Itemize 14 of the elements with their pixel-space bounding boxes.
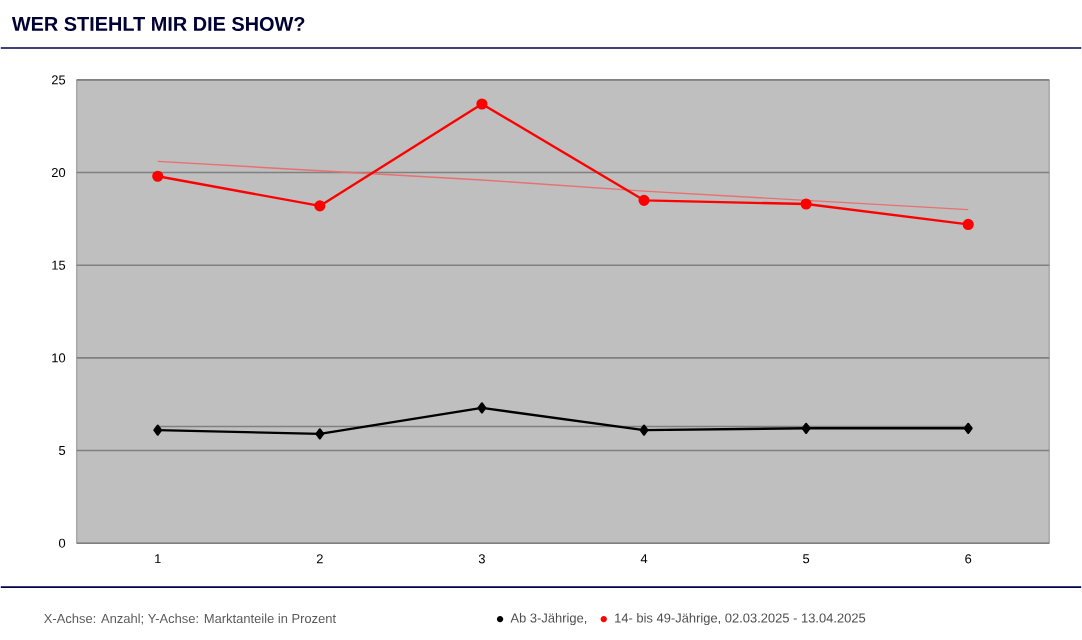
point — [963, 423, 973, 435]
chart-title: WER STIEHLT MIR DIE SHOW? — [11, 17, 305, 32]
point — [638, 195, 650, 207]
point — [639, 425, 649, 437]
point — [153, 425, 163, 437]
point — [801, 423, 811, 435]
line-series — [157, 161, 969, 211]
point — [477, 402, 487, 414]
point — [476, 98, 488, 111]
point — [315, 428, 325, 440]
point — [152, 171, 164, 183]
point — [800, 198, 812, 211]
point — [314, 200, 326, 212]
point — [962, 219, 974, 231]
